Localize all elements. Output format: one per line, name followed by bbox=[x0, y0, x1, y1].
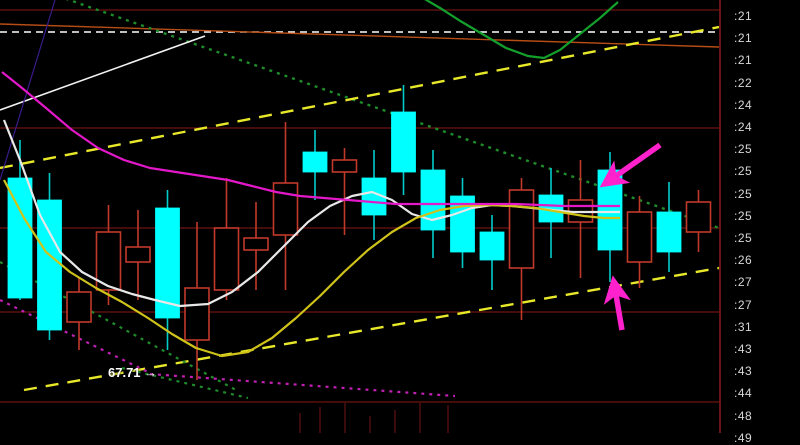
candle-body-bearish bbox=[331, 159, 358, 173]
trend-white-solid-ascend bbox=[0, 35, 206, 111]
candle-body-bullish bbox=[420, 169, 446, 231]
candle-body-bearish bbox=[508, 189, 535, 269]
candle-body-bearish bbox=[243, 237, 269, 251]
candle-body-bullish bbox=[656, 211, 682, 253]
candle-body-bullish bbox=[7, 177, 33, 299]
trend-purple-thin-topleft bbox=[0, 0, 56, 181]
moving-average-lines-group bbox=[1, 71, 620, 358]
candle-body-bearish bbox=[685, 201, 712, 233]
annotation-arrows-group bbox=[599, 142, 662, 331]
ma-magenta bbox=[1, 71, 620, 208]
candlestick-chart-panel[interactable]: 67.71 → bbox=[0, 0, 720, 433]
arrow-down-left-upper bbox=[599, 142, 662, 188]
trend-yellow-dashed-upper bbox=[0, 25, 720, 170]
trend-orange-flat bbox=[0, 23, 720, 48]
candle-body-bearish bbox=[213, 227, 240, 291]
candle-body-bullish bbox=[302, 151, 328, 173]
price-axis-label: :21 bbox=[734, 53, 753, 68]
price-axis-label: :21 bbox=[734, 9, 753, 23]
candle-body-bearish bbox=[95, 231, 122, 291]
trend-yellow-dashed-lower bbox=[23, 266, 720, 392]
candle-body-bearish bbox=[125, 246, 151, 263]
candle-body-bullish bbox=[37, 199, 62, 331]
price-axis-label: :48 bbox=[734, 408, 753, 423]
candle-body-bearish bbox=[66, 291, 92, 323]
candle-body-bullish bbox=[391, 111, 416, 173]
candle-body-bullish bbox=[155, 207, 180, 319]
price-axis-label: :24 bbox=[734, 120, 753, 134]
price-label-arrow-icon: → bbox=[144, 365, 158, 380]
price-axis-label: :49 bbox=[734, 430, 753, 445]
price-axis-label: :44 bbox=[734, 386, 753, 401]
trendlines-group bbox=[0, 0, 720, 400]
price-axis-label: :43 bbox=[734, 364, 753, 379]
arrow-up-lower bbox=[603, 275, 631, 331]
price-label-67-71: 67.71 → bbox=[108, 365, 157, 380]
chart-canvas bbox=[0, 0, 720, 433]
ma-yellow-slow bbox=[3, 179, 620, 358]
price-axis-label: :27 bbox=[734, 275, 753, 290]
price-axis-label: :21 bbox=[734, 31, 753, 46]
volume-bars-group bbox=[299, 401, 449, 433]
candle-body-bearish bbox=[272, 182, 299, 236]
price-axis-label: :24 bbox=[734, 97, 753, 112]
price-axis-label: :26 bbox=[734, 253, 753, 268]
trend-green-solid-v bbox=[424, 0, 619, 60]
chart-panel-right-border bbox=[719, 0, 721, 433]
candle-body-bearish bbox=[626, 211, 653, 263]
price-axis-label: :43 bbox=[734, 342, 753, 356]
price-axis-label: :25 bbox=[734, 231, 753, 245]
price-axis-label: :22 bbox=[734, 75, 753, 90]
trend-green-dotted-bottom bbox=[121, 366, 249, 400]
price-axis-label: :31 bbox=[734, 319, 753, 334]
price-axis-label: :25 bbox=[734, 164, 753, 179]
price-axis-label: :25 bbox=[734, 142, 753, 157]
price-axis-label: :27 bbox=[734, 297, 753, 312]
candles-group bbox=[7, 85, 712, 380]
price-label-text: 67.71 bbox=[108, 365, 141, 380]
trend-magenta-dotted-right bbox=[149, 372, 456, 398]
candle-body-bullish bbox=[479, 231, 505, 261]
candle-body-bearish bbox=[184, 287, 210, 341]
trend-magenta-dotted-left bbox=[0, 299, 149, 373]
price-axis-label: :25 bbox=[734, 208, 753, 223]
gridlines-group bbox=[0, 9, 719, 403]
price-axis-panel[interactable]: :21 :21 :21 :22 :24 :24 :25 :25 :25 :25 :25 :26 :27:… bbox=[720, 0, 800, 444]
price-axis-label: :25 bbox=[734, 186, 753, 201]
